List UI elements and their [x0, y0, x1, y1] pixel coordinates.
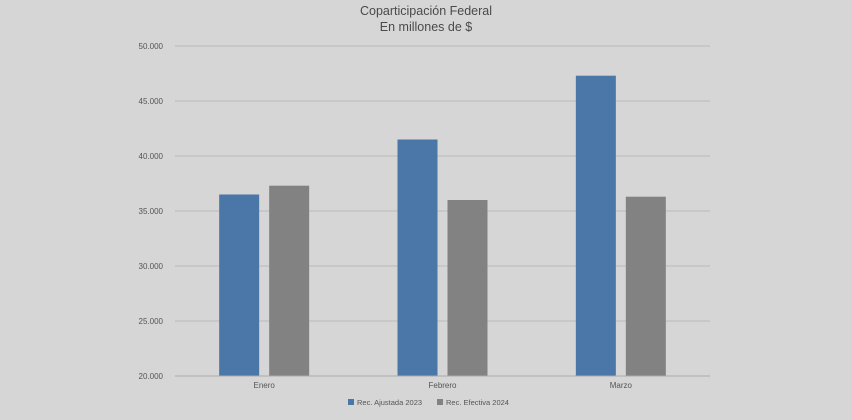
y-axis-ticks: 20.000 25.000 30.000 35.000 40.000 45.000 50.0… — [139, 42, 164, 381]
legend-label: Rec. Ajustada 2023 — [357, 398, 422, 407]
bar-febrero-efectiva-2024 — [447, 200, 488, 376]
bar-marzo-ajustada-2023 — [575, 75, 616, 376]
bar-febrero-ajustada-2023 — [397, 139, 438, 376]
y-tick-label: 40.000 — [139, 152, 164, 161]
x-axis-categories: Enero Febrero Marzo — [253, 381, 632, 390]
legend: Rec. Ajustada 2023 Rec. Efectiva 2024 — [348, 398, 509, 407]
y-tick-label: 50.000 — [139, 42, 164, 51]
legend-swatch — [437, 399, 443, 405]
bar-enero-efectiva-2024 — [269, 185, 310, 376]
y-tick-label: 35.000 — [139, 207, 164, 216]
bar-enero-ajustada-2023 — [219, 194, 260, 376]
legend-swatch — [348, 399, 354, 405]
x-category-label: Marzo — [610, 381, 633, 390]
bars — [219, 75, 666, 376]
chart-subtitle: En millones de $ — [380, 20, 472, 34]
y-tick-label: 45.000 — [139, 97, 164, 106]
legend-label: Rec. Efectiva 2024 — [446, 398, 509, 407]
y-tick-label: 25.000 — [139, 317, 164, 326]
x-category-label: Enero — [253, 381, 275, 390]
x-category-label: Febrero — [428, 381, 457, 390]
bar-marzo-efectiva-2024 — [625, 196, 666, 376]
gridlines — [175, 45, 710, 322]
chart-title: Coparticipación Federal — [360, 4, 492, 18]
y-tick-label: 20.000 — [139, 372, 164, 381]
y-tick-label: 30.000 — [139, 262, 164, 271]
